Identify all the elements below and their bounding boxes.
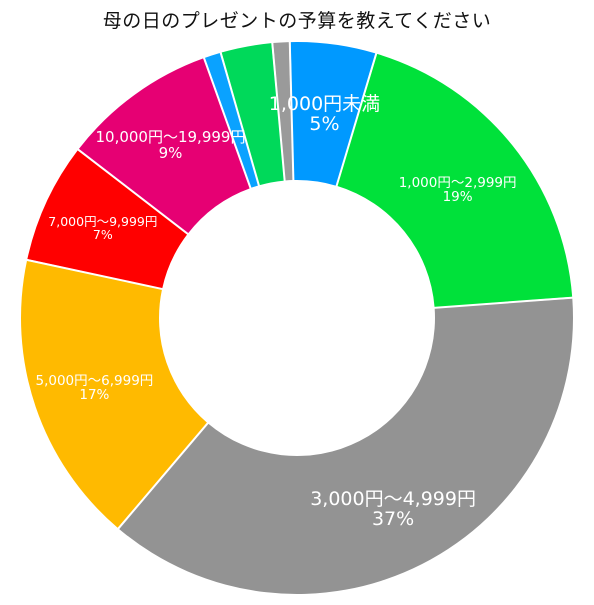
pie-slice-8: [221, 43, 285, 186]
pie-slice-4: [21, 260, 208, 528]
slice-separator: [202, 56, 252, 190]
pie-slice-6: [78, 58, 251, 234]
slice-percent-3: 37%: [372, 508, 414, 530]
slice-percent-2: 19%: [443, 189, 473, 205]
slice-separator: [335, 52, 378, 188]
slice-percent-1: 5%: [309, 113, 339, 135]
slice-separator: [25, 258, 164, 291]
slice-separator: [117, 421, 210, 530]
slice-label-1: 1,000円未満: [269, 93, 380, 115]
slice-label-3: 3,000円〜4,999円: [310, 488, 476, 510]
slice-separator: [271, 42, 286, 182]
slice-label-2: 1,000円〜2,999円: [399, 175, 517, 191]
slice-separator: [76, 148, 190, 236]
slice-label-5: 7,000円〜9,999円: [48, 214, 157, 229]
pie-slice-9: [273, 42, 293, 181]
pie-slice-1: [290, 41, 376, 186]
slice-separator: [219, 51, 261, 187]
pie-slice-3: [119, 298, 574, 595]
slice-label-6: 10,000円〜19,999円: [95, 128, 245, 146]
pie-slice-7: [204, 52, 259, 188]
pie-slice-5: [27, 150, 188, 289]
slice-percent-4: 17%: [79, 387, 109, 403]
pie-slice-2: [337, 53, 573, 308]
slice-label-4: 5,000円〜6,999円: [35, 373, 153, 389]
slice-percent-5: 7%: [93, 227, 113, 242]
slice-separator: [288, 41, 295, 182]
slice-separator: [433, 296, 574, 309]
slice-percent-6: 9%: [159, 144, 183, 162]
chart-title: 母の日のプレゼントの予算を教えてください: [102, 10, 492, 32]
